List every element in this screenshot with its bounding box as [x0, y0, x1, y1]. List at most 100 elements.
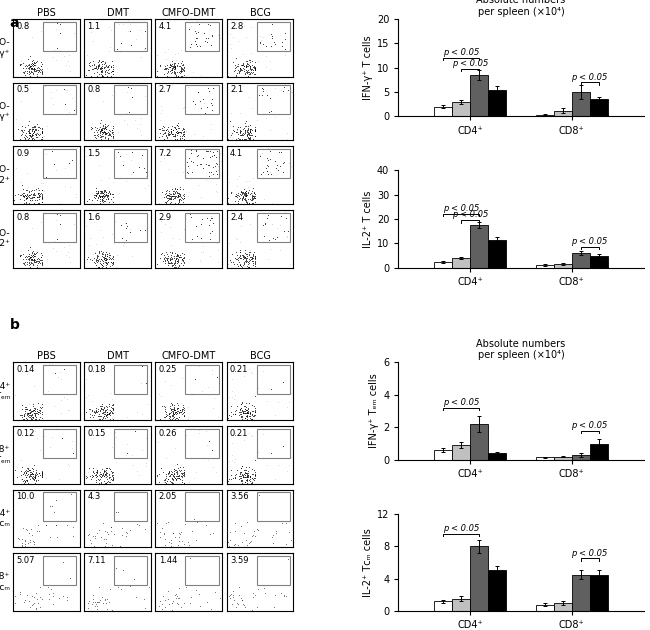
Point [229, 390, 240, 400]
Point [171, 589, 181, 599]
Point [245, 57, 255, 67]
Bar [434, 261, 452, 268]
Point [29, 122, 39, 132]
Point [178, 60, 188, 71]
Point [103, 60, 114, 70]
Point [161, 188, 171, 198]
Point [152, 471, 162, 481]
Point [102, 471, 112, 481]
Point [98, 467, 109, 477]
Point [188, 67, 198, 77]
Point [88, 68, 99, 78]
Point [166, 469, 177, 479]
Point [31, 257, 42, 267]
Point [36, 127, 47, 137]
Point [54, 474, 64, 484]
Point [168, 261, 179, 272]
Point [250, 123, 261, 134]
Point [228, 57, 239, 67]
Point [107, 229, 117, 239]
Point [11, 163, 21, 173]
Point [166, 469, 176, 479]
Point [29, 405, 40, 415]
Point [25, 242, 35, 252]
Point [96, 186, 107, 196]
Point [169, 59, 179, 69]
Point [100, 526, 110, 536]
Point [127, 167, 138, 177]
Point [240, 245, 250, 255]
Point [186, 146, 196, 156]
Point [64, 181, 75, 192]
Point [226, 590, 237, 600]
Point [90, 247, 100, 257]
Point [267, 198, 278, 208]
Point [22, 16, 32, 26]
Point [155, 414, 165, 424]
Point [100, 185, 110, 195]
Point [24, 596, 34, 606]
Point [30, 249, 40, 259]
Point [174, 254, 184, 264]
Point [179, 63, 189, 73]
Point [84, 404, 94, 415]
Point [101, 463, 111, 473]
Point [230, 470, 240, 480]
Point [176, 407, 186, 417]
Point [280, 33, 291, 43]
Point [47, 598, 58, 609]
Point [23, 126, 34, 136]
Point [42, 254, 52, 264]
Point [91, 463, 101, 473]
Point [242, 61, 253, 71]
Point [241, 62, 252, 72]
Point [26, 413, 36, 423]
Point [21, 193, 32, 203]
Point [18, 258, 28, 268]
Point [172, 404, 182, 414]
Point [97, 131, 107, 141]
Point [100, 121, 110, 131]
Point [30, 410, 40, 420]
Text: 0.5: 0.5 [16, 86, 29, 94]
Point [175, 61, 185, 71]
Point [183, 82, 193, 92]
Point [16, 470, 26, 480]
Point [207, 30, 218, 40]
Point [95, 471, 105, 481]
Point [185, 592, 196, 602]
Point [265, 42, 276, 52]
Point [108, 253, 118, 263]
Point [242, 256, 253, 266]
Point [249, 401, 259, 411]
Point [18, 469, 29, 479]
Point [23, 408, 34, 418]
Point [33, 64, 44, 74]
Point [93, 193, 103, 203]
Point [99, 466, 109, 476]
Point [101, 255, 111, 265]
Point [179, 129, 189, 139]
Point [102, 190, 112, 200]
Point [168, 464, 179, 474]
Point [166, 541, 177, 551]
Point [249, 60, 259, 71]
Point [101, 189, 111, 199]
Point [164, 598, 174, 609]
Point [24, 127, 34, 137]
Point [32, 119, 42, 129]
Point [36, 190, 47, 200]
Point [164, 409, 174, 419]
Point [235, 125, 246, 135]
Point [92, 466, 102, 476]
Point [104, 404, 114, 415]
Text: 2.9: 2.9 [159, 213, 172, 222]
Point [250, 190, 260, 200]
Point [66, 490, 76, 500]
Point [71, 192, 81, 202]
Point [161, 247, 172, 257]
Point [246, 478, 256, 488]
Text: 7.2: 7.2 [159, 149, 172, 158]
Point [99, 257, 109, 267]
Point [99, 465, 109, 475]
